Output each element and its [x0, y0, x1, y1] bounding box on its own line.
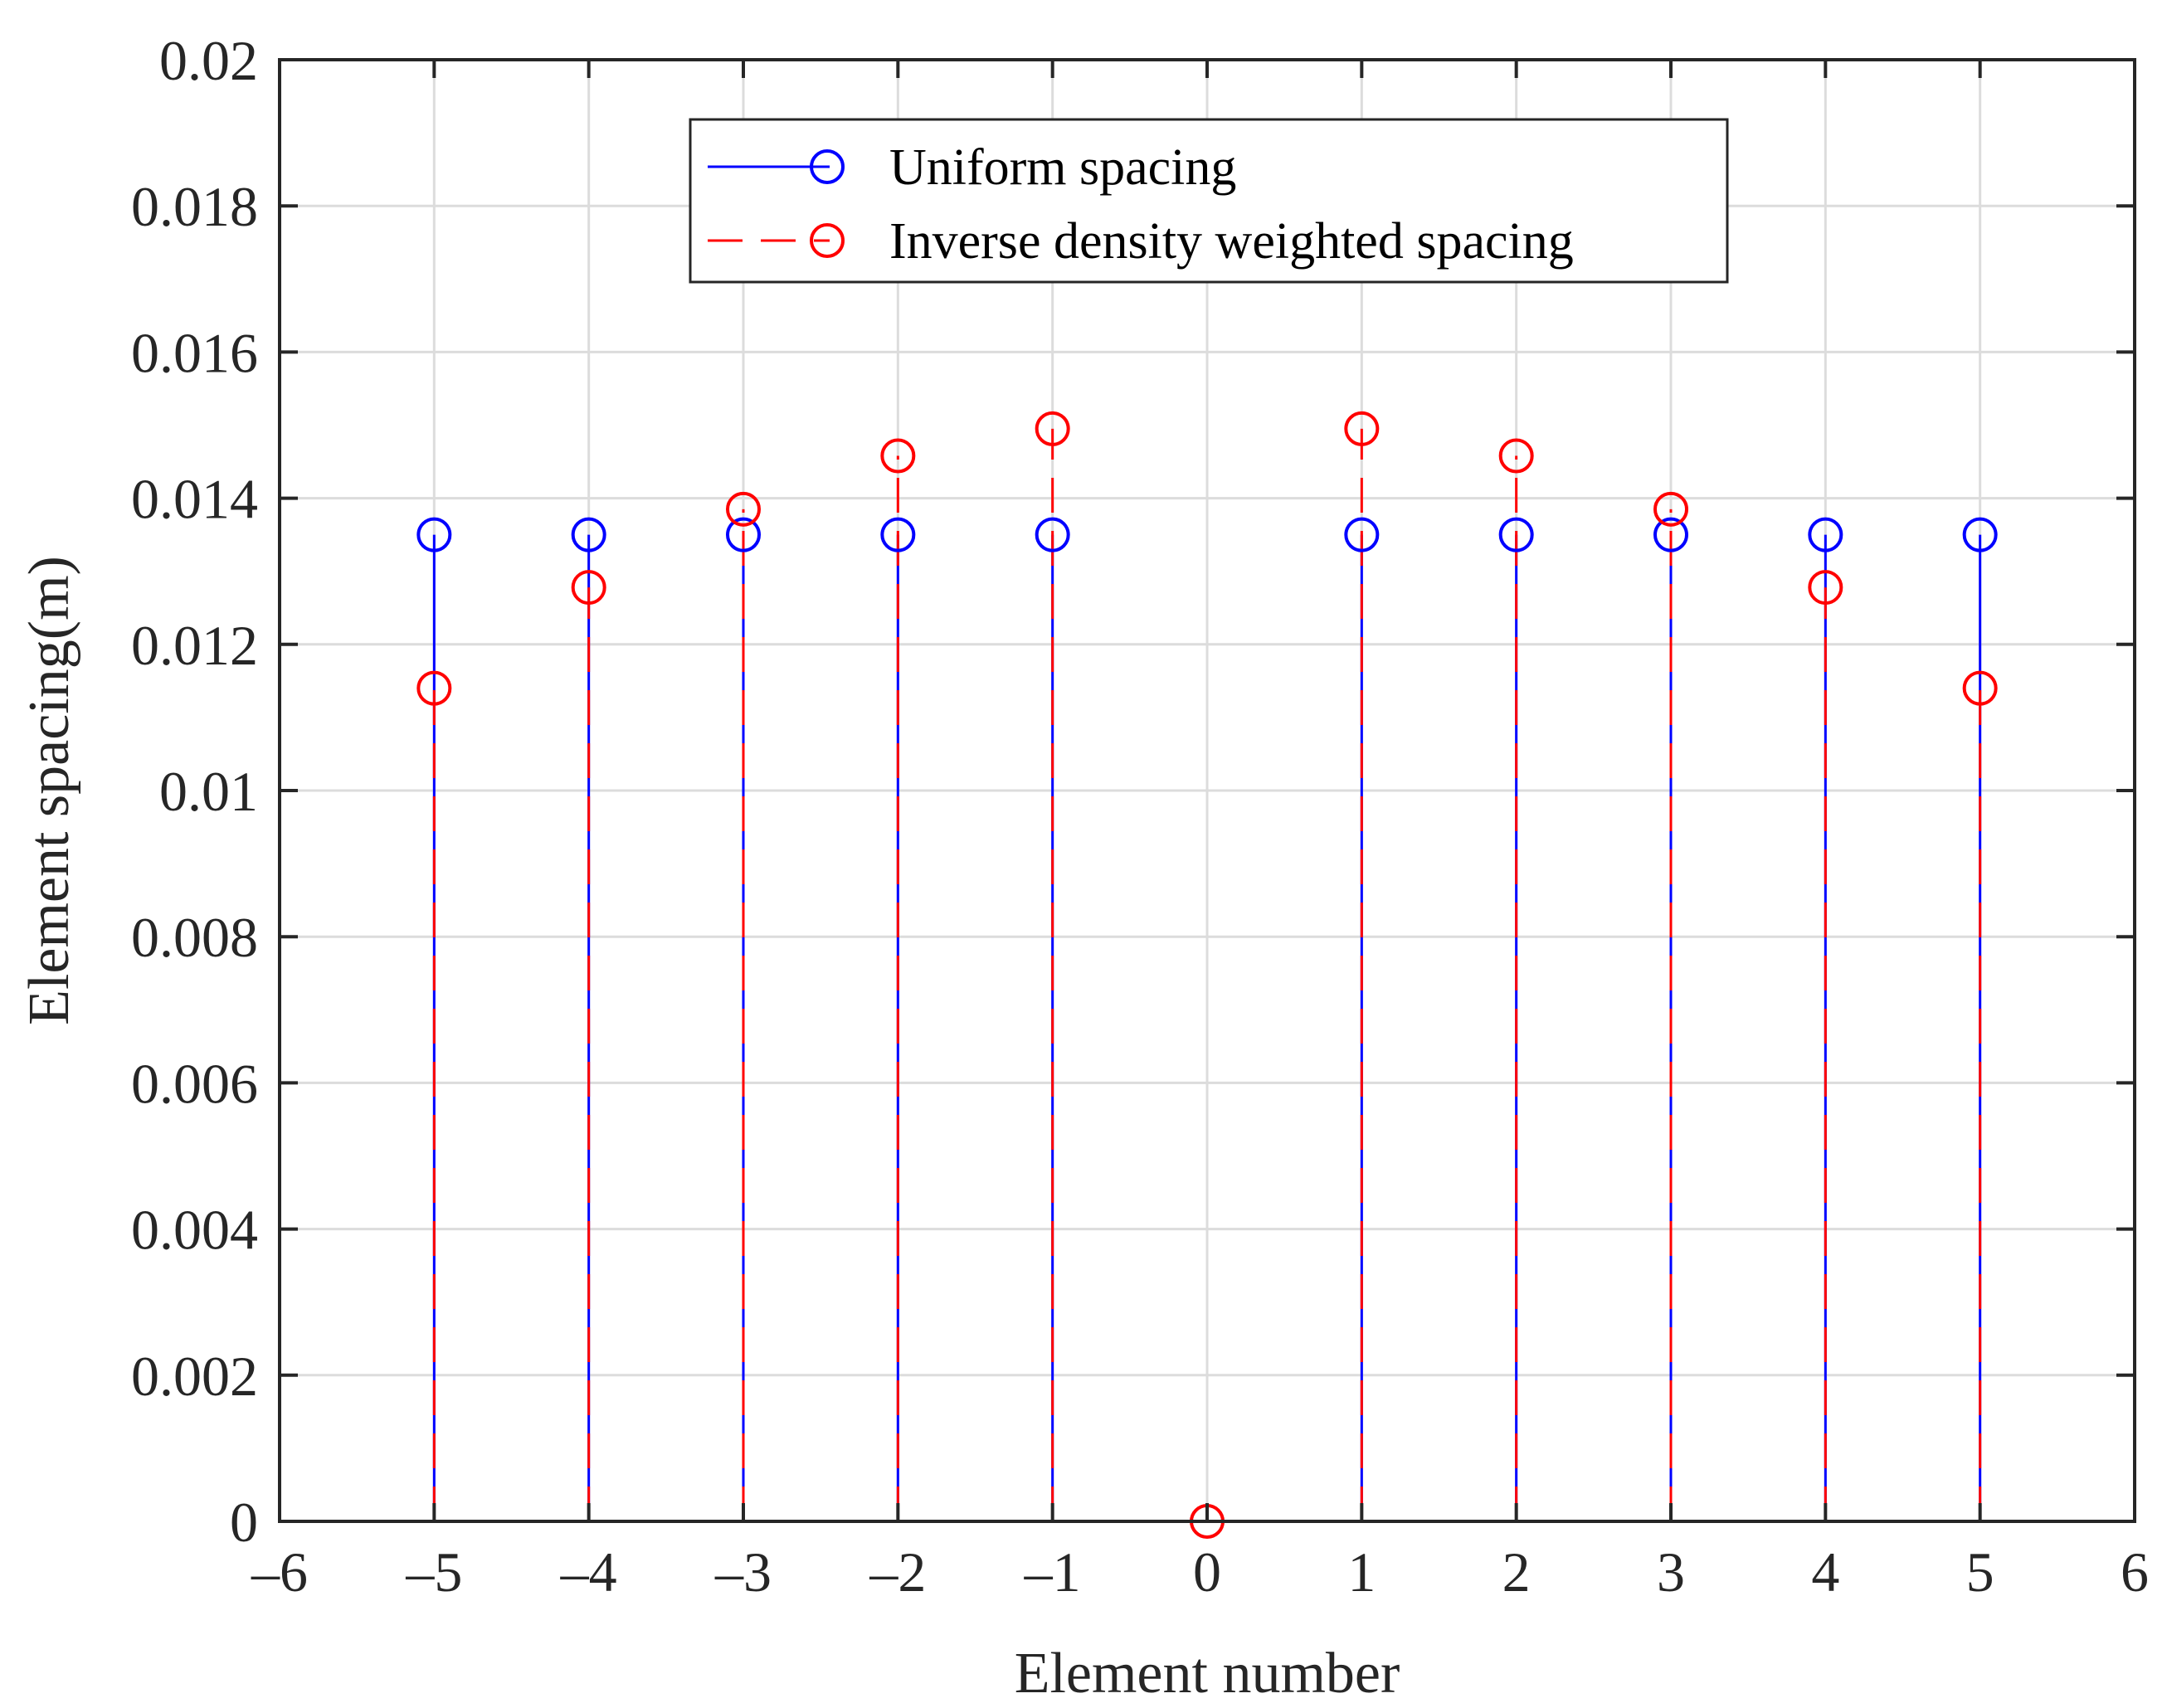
- legend: Uniform spacing Inverse density weighted…: [689, 118, 1729, 284]
- stem-marker-series-0: [571, 517, 606, 552]
- stem-marker-series-1: [726, 491, 761, 527]
- stem-marker-series-0: [880, 517, 916, 552]
- legend-marker-uniform: [810, 149, 845, 184]
- x-tick-label: 0: [1193, 1540, 1221, 1603]
- stem-marker-series-1: [1344, 411, 1380, 446]
- x-tick-label: –4: [560, 1540, 617, 1603]
- x-tick-label: –3: [714, 1540, 772, 1603]
- stem-marker-series-1: [1653, 491, 1688, 527]
- y-axis-title: Element spacing(m): [17, 556, 81, 1025]
- axis-ticks: [278, 58, 2136, 1523]
- legend-marker-inverse: [810, 223, 845, 258]
- y-tick-label: 0.012: [131, 614, 258, 677]
- stem-marker-series-0: [1962, 517, 1998, 552]
- y-tick-label: 0: [230, 1491, 258, 1554]
- x-tick-label: 6: [2121, 1540, 2149, 1603]
- y-tick-label: 0.002: [131, 1345, 258, 1408]
- x-tick-label: 5: [1966, 1540, 1994, 1603]
- x-tick-label: 2: [1502, 1540, 1531, 1603]
- stem-marker-series-1: [571, 570, 606, 606]
- stem-marker-series-0: [416, 517, 452, 552]
- stem-marker-series-0: [1808, 517, 1843, 552]
- x-tick-label: –1: [1024, 1540, 1081, 1603]
- x-tick-label: 1: [1347, 1540, 1376, 1603]
- y-tick-label: 0.018: [131, 175, 258, 238]
- x-tick-label: –5: [405, 1540, 462, 1603]
- stem-marker-series-1: [880, 438, 916, 474]
- stem-marker-series-1: [1498, 438, 1534, 474]
- stem-marker-series-0: [1498, 517, 1534, 552]
- y-tick-label: 0.014: [131, 468, 258, 531]
- x-axis-title: Element number: [1015, 1642, 1400, 1706]
- stem-marker-series-1: [1808, 570, 1843, 606]
- stem-marker-series-0: [1344, 517, 1380, 552]
- y-tick-label: 0.008: [131, 906, 258, 969]
- legend-label-uniform: Uniform spacing: [889, 139, 1236, 196]
- x-tick-label: 3: [1657, 1540, 1685, 1603]
- y-tick-label: 0.016: [131, 321, 258, 384]
- x-tick-label: –6: [251, 1540, 308, 1603]
- y-tick-label: 0.01: [159, 760, 258, 823]
- stem-marker-series-1: [1962, 670, 1998, 706]
- y-tick-labels: 0 0.002 0.004 0.006 0.008 0.01 0.012 0.014 0.016…: [131, 29, 258, 1554]
- stem-marker-series-0: [726, 517, 761, 552]
- data-markers: [416, 411, 1998, 1539]
- data-stems: [432, 428, 1982, 1521]
- legend-box: [689, 118, 1729, 284]
- legend-label-inverse: Inverse density weighted spacing: [889, 213, 1574, 270]
- stem-marker-series-0: [1653, 517, 1688, 552]
- stem-marker-series-1: [416, 670, 452, 706]
- stem-marker-series-1: [1035, 411, 1070, 446]
- stem-marker-series-0: [1035, 517, 1070, 552]
- x-tick-label: 4: [1811, 1540, 1839, 1603]
- y-tick-label: 0.006: [131, 1052, 258, 1115]
- y-tick-label: 0.02: [159, 29, 258, 92]
- x-tick-label: –2: [869, 1540, 926, 1603]
- x-tick-labels: –6 –5 –4 –3 –2 –1 0 1 2 3 4 5 6: [251, 1540, 2149, 1603]
- y-tick-label: 0.004: [131, 1199, 258, 1262]
